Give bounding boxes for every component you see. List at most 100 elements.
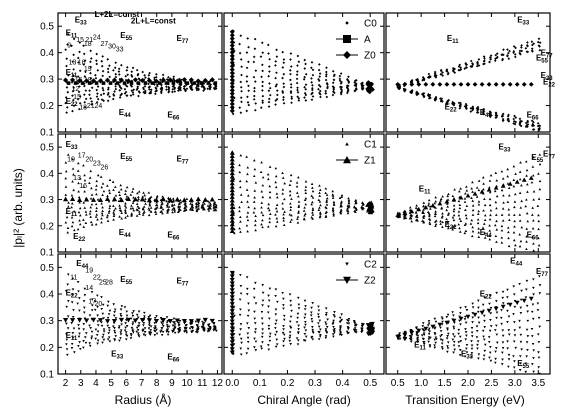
annotation-label: E11 [419,185,431,196]
data-point [132,209,136,212]
data-point [282,216,285,219]
data-point [239,220,242,223]
data-point [304,202,308,206]
data-point [155,315,158,318]
data-point [495,311,499,314]
data-point [238,170,242,174]
reference-point [229,87,235,93]
data-point [84,70,87,74]
panel-frame [57,253,223,375]
data-point [440,206,444,209]
reference-point [229,211,235,216]
data-point [64,177,68,180]
data-point [212,202,216,205]
family-index-label: 24 [93,34,101,41]
data-point [514,116,518,119]
data-point [512,313,515,316]
annotation-label: E33 [498,143,511,154]
data-point [538,126,541,130]
data-point [246,218,250,222]
data-point [518,319,521,323]
data-point [261,299,265,302]
data-point [143,73,146,77]
reference-point [153,197,159,203]
data-points [62,153,218,234]
data-point [66,226,70,230]
data-point [519,306,523,309]
data-point [238,51,242,55]
reference-point [136,81,141,85]
data-point [531,342,535,346]
data-point [441,320,444,324]
data-point [72,68,75,71]
data-point [177,321,180,325]
data-point [64,96,68,99]
data-point [132,196,135,199]
data-point [70,216,74,219]
data-point [83,287,87,291]
data-point [452,218,456,222]
data-point [173,327,176,330]
data-point [347,81,351,84]
data-point [77,290,80,293]
data-point [138,210,141,213]
family-index-label: 20 [94,301,102,308]
data-point [441,71,444,74]
data-point [416,336,420,340]
data-point [398,337,402,341]
data-point [317,305,320,308]
data-point [318,89,322,93]
data-point [94,215,98,218]
data-point [507,119,511,123]
data-point [319,212,322,215]
data-point [246,172,249,176]
data-point [142,205,146,208]
data-point [427,322,431,325]
data-point [427,336,431,339]
data-point [136,72,140,76]
data-point [282,223,286,227]
data-point [354,206,358,210]
data-point [532,349,536,352]
data-point [89,49,92,53]
data-point [184,89,187,92]
data-point [441,225,444,229]
data-point [319,188,322,191]
data-point [421,219,424,222]
data-point [404,337,407,341]
data-point [117,190,121,193]
data-point [274,76,277,80]
data-point [481,176,485,179]
data-point [500,229,504,232]
data-point [76,281,80,284]
data-point [70,321,73,325]
data-point [123,329,127,332]
data-point [176,210,180,213]
data-point [297,60,301,64]
data-point [282,61,286,65]
data-point [118,215,121,218]
data-point [310,194,313,197]
data-point [77,345,80,348]
data-point [119,209,123,212]
data-point [65,338,69,341]
reference-point [167,77,173,83]
data-point [82,52,86,56]
reference-point [150,81,155,85]
reference-point [416,82,422,87]
data-point [304,320,307,324]
data-point [130,204,133,207]
data-point [135,68,139,72]
data-point [238,298,242,301]
data-point [274,64,277,67]
data-point [318,214,322,217]
data-point [114,335,118,338]
data-point [289,65,293,68]
data-point [70,44,73,48]
data-point [165,324,169,327]
data-point [447,211,451,215]
data-point [288,320,292,323]
data-point [464,229,468,232]
data-point [427,320,431,323]
data-point [125,94,129,97]
